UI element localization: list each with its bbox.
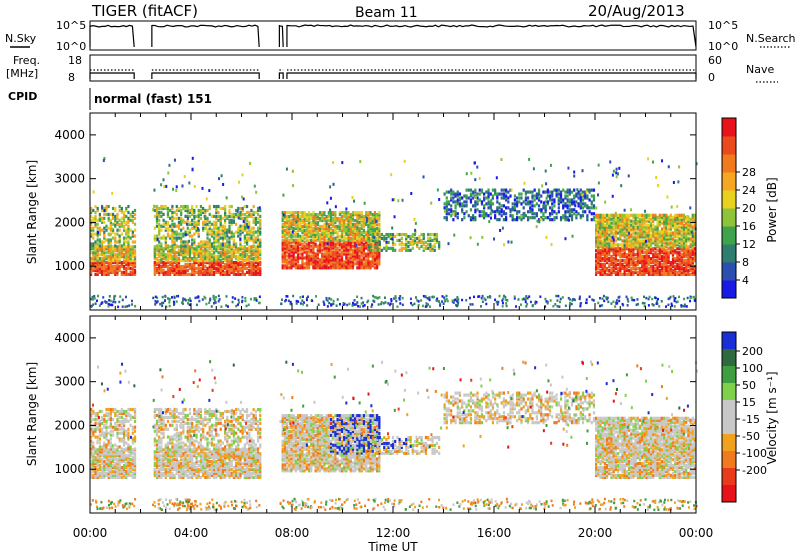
colorbar-block: [722, 434, 736, 452]
colorbar-block: [722, 383, 736, 401]
beam-label: Beam 11: [355, 5, 418, 21]
velocity-echo-cells: [90, 360, 698, 512]
radar-title: TIGER (fitACF): [91, 2, 198, 20]
colorbar-block: [722, 366, 736, 384]
velocity-ylabel: Slant Range [km]: [25, 362, 39, 466]
y-tick-label: 4000: [54, 128, 85, 142]
date-label: 20/Aug/2013: [588, 2, 685, 20]
nsky-tick-top: 10^5: [56, 19, 86, 32]
freq-trace: [89, 72, 697, 79]
x-tick-label: 08:00: [275, 526, 310, 540]
colorbar-block: [722, 154, 736, 173]
colorbar-block: [722, 280, 736, 299]
colorbar-block: [722, 244, 736, 263]
y-tick-label: 4000: [54, 331, 85, 345]
power-x-ticks: [89, 113, 697, 310]
y-tick-label: 1000: [54, 259, 85, 273]
x-axis-label: Time UT: [367, 540, 418, 554]
cpid-value: normal (fast) 151: [94, 92, 212, 106]
freq-label: Freq.: [13, 54, 40, 67]
colorbar-tick-label: 200: [742, 345, 763, 358]
colorbar-tick-label: 24: [742, 184, 756, 197]
velocity-x-ticks: [89, 316, 697, 513]
colorbar-tick-label: 50: [742, 379, 756, 392]
colorbar-block: [722, 451, 736, 469]
colorbar-tick-label: -100: [742, 447, 767, 460]
velocity-panel: 1000 2000 3000 4000 Slant Range [km]: [25, 315, 698, 514]
colorbar-tick-label: 16: [742, 220, 756, 233]
colorbar-block: [722, 118, 736, 137]
power-ylabel: Slant Range [km]: [25, 160, 39, 264]
colorbar-tick-label: 4: [742, 274, 749, 287]
power-panel: 1000 2000 3000 4000 Slant Range [km]: [25, 112, 698, 311]
nave-label: Nave: [746, 63, 774, 76]
x-tick-label: 04:00: [174, 526, 209, 540]
colorbar-block: [722, 208, 736, 227]
nave-tick-bottom: 0: [708, 71, 715, 84]
nsky-label: N.Sky: [5, 32, 37, 45]
cpid-label: CPID: [8, 90, 37, 103]
y-tick-label: 3000: [54, 172, 85, 186]
freq-tick-top: 18: [68, 54, 82, 67]
colorbar-block: [722, 400, 736, 418]
colorbar-block: [722, 262, 736, 281]
colorbar-block: [722, 136, 736, 155]
y-tick-label: 2000: [54, 418, 85, 432]
colorbar-block: [722, 485, 736, 503]
colorbar-tick-label: -15: [742, 413, 760, 426]
x-tick-label: 00:00: [679, 526, 714, 540]
colorbar-block: [722, 468, 736, 486]
freq-tick-bottom: 8: [68, 71, 75, 84]
power-colorbar: 4 8 12 16 20 24 28 Power [dB]: [721, 117, 779, 299]
velocity-colorbar: 200 100 50 15 -15 -50 -100 -200 Velocity [m s⁻¹…: [721, 331, 779, 503]
power-echo-cells: [90, 156, 698, 309]
y-tick-label: 2000: [54, 215, 85, 229]
freq-unit-label: [MHz]: [6, 67, 38, 80]
colorbar-block: [722, 332, 736, 350]
y-tick-label: 3000: [54, 375, 85, 389]
velocity-y-ticks: 1000 2000 3000 4000: [54, 331, 696, 476]
x-tick-label: 12:00: [376, 526, 411, 540]
nsky-panel: N.Sky 10^5 10^0 10^5 10^0 N.Search: [5, 19, 796, 53]
colorbar-block: [722, 172, 736, 191]
colorbar-tick-label: 15: [742, 396, 756, 409]
colorbar-tick-label: 100: [742, 362, 763, 375]
nave-tick-top: 60: [708, 54, 722, 67]
colorbar-tick-label: 12: [742, 238, 756, 251]
colorbar-tick-label: -200: [742, 464, 767, 477]
colorbar-block: [722, 417, 736, 435]
colorbar-block: [722, 190, 736, 209]
velocity-colorbar-label: Velocity [m s⁻¹]: [765, 371, 779, 464]
x-tick-label: 20:00: [578, 526, 613, 540]
nsky-trace: [89, 24, 697, 48]
colorbar-tick-label: -50: [742, 430, 760, 443]
nsky-tick-bottom: 10^0: [56, 40, 86, 53]
x-tick-labels: 00:00 04:00 08:00 12:00 16:00 20:00 00:00: [73, 526, 714, 540]
colorbar-tick-label: 28: [742, 166, 756, 179]
nsearch-label: N.Search: [746, 32, 796, 45]
freq-panel: Freq. [MHz] 18 8 60 0 Nave: [6, 54, 778, 84]
x-tick-label: 00:00: [73, 526, 108, 540]
colorbar-block: [722, 226, 736, 245]
colorbar-block: [722, 349, 736, 367]
y-tick-label: 1000: [54, 462, 85, 476]
power-y-ticks: 1000 2000 3000 4000: [54, 128, 696, 273]
colorbar-tick-label: 8: [742, 256, 749, 269]
colorbar-tick-label: 20: [742, 202, 756, 215]
nsearch-tick-bottom: 10^0: [708, 40, 738, 53]
power-colorbar-label: Power [dB]: [765, 177, 779, 242]
x-tick-label: 16:00: [477, 526, 512, 540]
nsearch-tick-top: 10^5: [708, 19, 738, 32]
